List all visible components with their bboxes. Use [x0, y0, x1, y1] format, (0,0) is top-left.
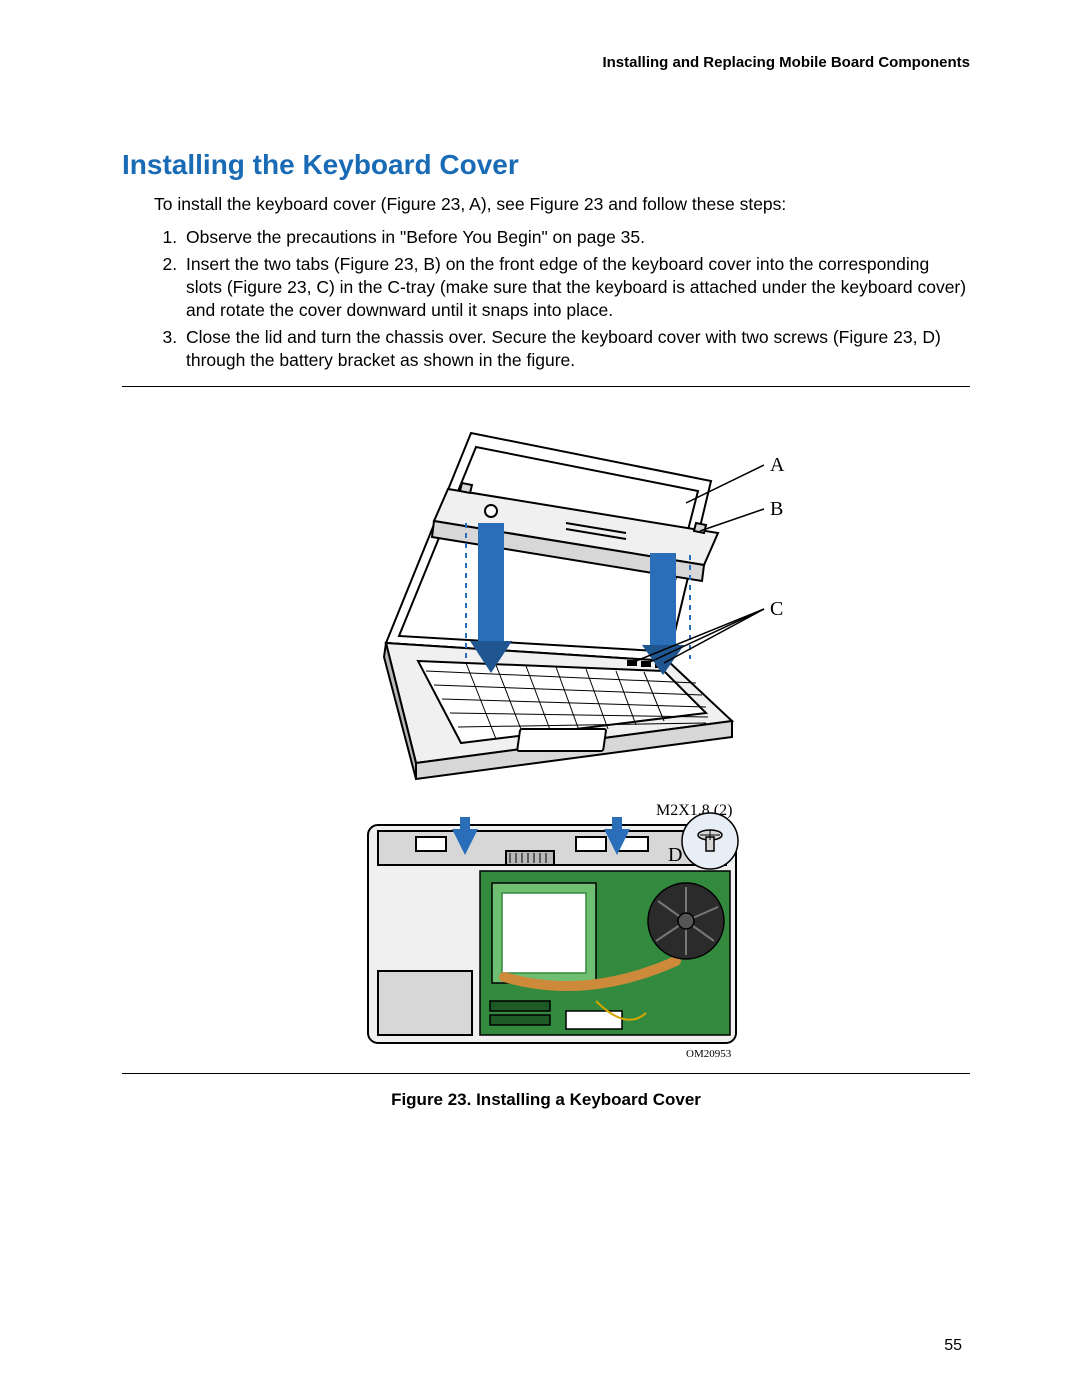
callout-labels-top: A B C	[770, 454, 785, 620]
step-list: Observe the precautions in "Before You B…	[154, 226, 970, 373]
rule-bottom	[122, 1073, 970, 1074]
bottom-illustration: M2X1.8 (2)	[368, 802, 738, 1060]
figure-caption: Figure 23. Installing a Keyboard Cover	[122, 1090, 970, 1110]
callout-A: A	[770, 454, 785, 476]
document-page: Installing and Replacing Mobile Board Co…	[0, 0, 1080, 1397]
figure-svg: A B C M2X1.8 (2)	[266, 403, 826, 1063]
section-heading: Installing the Keyboard Cover	[122, 149, 970, 181]
callout-B: B	[770, 498, 783, 520]
step-item: Insert the two tabs (Figure 23, B) on th…	[182, 253, 970, 322]
step-item: Close the lid and turn the chassis over.…	[182, 326, 970, 372]
top-illustration: A B C	[384, 433, 785, 779]
rule-top	[122, 386, 970, 387]
figure-23: A B C M2X1.8 (2)	[122, 403, 970, 1063]
callout-C: C	[770, 598, 783, 620]
page-number: 55	[944, 1337, 962, 1355]
laptop-base	[384, 643, 732, 779]
running-head: Installing and Replacing Mobile Board Co…	[122, 54, 970, 71]
art-number: OM20953	[686, 1048, 732, 1060]
callout-D: D	[668, 844, 682, 866]
step-item: Observe the precautions in "Before You B…	[182, 226, 970, 249]
intro-paragraph: To install the keyboard cover (Figure 23…	[154, 193, 970, 216]
